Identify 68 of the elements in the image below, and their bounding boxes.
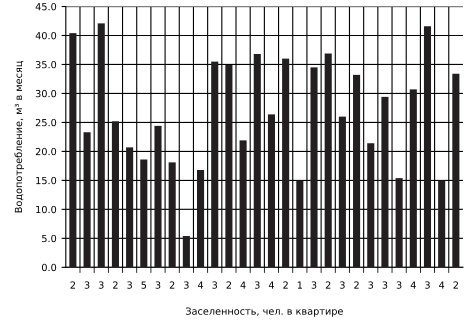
y-tick-label: 5.0 [42, 234, 56, 242]
x-tick-label: 3 [396, 281, 402, 289]
x-tick-label: 3 [312, 281, 316, 289]
bar [197, 170, 204, 268]
x-tick-label: 4 [410, 282, 416, 289]
x-tick-label: 2 [70, 281, 76, 289]
x-tick-label: 2 [170, 281, 174, 289]
bar [126, 147, 134, 268]
bar [168, 162, 176, 268]
bar [98, 23, 105, 268]
x-tick-label: 2 [354, 281, 359, 289]
x-tick-label: 2 [283, 281, 288, 289]
y-tick-label: 10.0 [36, 206, 56, 214]
bar [69, 33, 76, 268]
bar [154, 126, 162, 268]
bar [410, 89, 417, 268]
bar [268, 114, 276, 268]
y-axis-title: Водопотребление, м³ в месяц [14, 61, 24, 212]
bar [240, 140, 247, 268]
bar [112, 121, 119, 268]
x-tick-label: 4 [268, 282, 274, 289]
bar [438, 180, 446, 268]
bar [381, 96, 388, 268]
bar [140, 160, 148, 268]
x-tick-label: 4 [439, 282, 444, 289]
bar [353, 74, 360, 268]
y-tick-label: 35.0 [36, 60, 56, 68]
x-tick-label: 5 [141, 282, 146, 289]
x-tick-label: 2 [113, 281, 118, 289]
x-tick-label: 3 [156, 281, 160, 289]
bar [225, 65, 232, 268]
y-tick-label: 15.0 [36, 176, 56, 184]
bar [310, 67, 318, 268]
x-tick-label: 2 [326, 281, 330, 289]
y-tick-label: 40.0 [36, 32, 56, 40]
x-tick-label: 3 [184, 281, 189, 289]
bar [296, 180, 304, 268]
x-tick-label: 3 [212, 281, 218, 289]
y-tick-label: 25.0 [36, 118, 56, 126]
x-tick-label: 2 [453, 281, 458, 289]
bar [424, 26, 432, 268]
x-tick-label: 3 [382, 281, 388, 289]
x-tick-label: 2 [226, 281, 232, 289]
bar [282, 58, 290, 268]
bar [254, 54, 261, 268]
bar [211, 62, 218, 268]
y-tick-label: 20.0 [36, 148, 56, 156]
bar [367, 143, 374, 268]
x-tick-label: 1 [298, 282, 302, 289]
x-tick-label: 3 [340, 281, 345, 289]
x-tick-label: 3 [368, 281, 374, 289]
x-tick-label: 4 [198, 282, 204, 289]
y-tick-label: 0.0 [42, 264, 56, 272]
bar [396, 178, 403, 268]
x-tick-label: 3 [84, 281, 90, 289]
x-tick-label: 3 [425, 281, 430, 289]
bar [338, 116, 346, 268]
x-tick-label: 3 [127, 281, 132, 289]
bar [324, 53, 332, 268]
x-axis-title: Заселенность, чел. в квартире [186, 307, 343, 317]
x-tick-label: 3 [254, 281, 260, 289]
y-tick-label: 45.0 [36, 3, 56, 10]
bar [182, 236, 190, 268]
bar [452, 74, 460, 268]
bar [84, 132, 91, 268]
x-tick-label: 3 [98, 281, 104, 289]
x-tick-label: 4 [240, 282, 246, 289]
y-tick-label: 30.0 [36, 90, 56, 98]
